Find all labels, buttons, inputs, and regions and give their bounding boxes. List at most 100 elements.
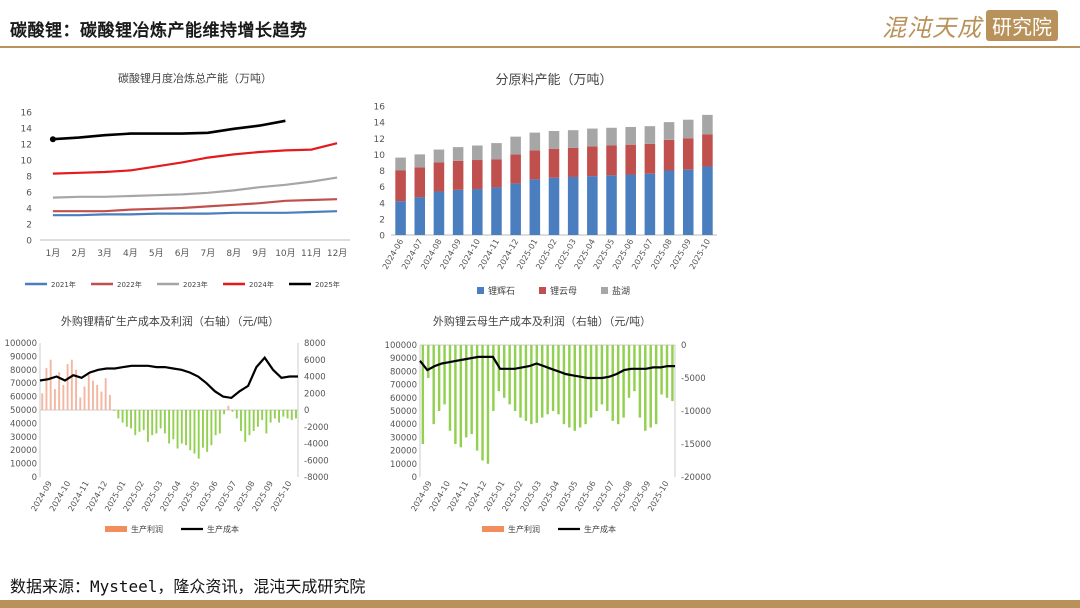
spodumene-cost-profit-chart: 外购锂精矿生产成本及利润（右轴）（元/吨）0100002000030000400… [5,314,329,534]
x-tick-label: 11月 [301,248,321,259]
profit-bar [578,345,582,428]
profit-bar [180,410,183,444]
profit-bar [163,410,166,434]
logo-box: 研究院 [986,9,1058,41]
bar [663,139,675,171]
chart-title: 碳酸锂月度冶炼总产能（万吨） [118,71,272,85]
left-y-tick-label: 50000 [390,407,417,417]
bar [414,154,426,168]
profit-bar [486,345,490,464]
profit-bar [138,410,141,432]
left-y-tick-label: 0 [412,473,417,483]
x-tick-label: 4月 [123,248,138,259]
footer-band [0,600,1080,608]
profit-bar [159,410,162,429]
data-source-note: 数据来源：Mysteel，隆众资讯，混沌天成研究院 [10,577,366,596]
profit-bar [286,410,289,419]
profit-bar [151,410,154,436]
x-tick-label: 5月 [149,248,164,259]
legend-label: 2021年 [51,280,76,289]
profit-bar [443,345,446,405]
profit-bar [223,410,226,415]
x-tick-label: 8月 [226,248,241,259]
right-y-tick-label: -15000 [681,440,711,450]
legend-label: 生产成本 [584,524,616,534]
profit-bar [168,410,171,444]
profit-bar [513,345,517,411]
profit-bar [176,410,179,449]
y-tick-label: 4 [26,205,32,215]
profit-bar [465,345,468,438]
profit-bar [45,368,48,410]
left-y-tick-label: 60000 [390,394,417,404]
x-tick-label: 3月 [97,248,112,259]
profit-bar [113,410,116,411]
left-y-tick-label: 30000 [390,433,417,443]
profit-bar [227,405,230,410]
profit-bar [256,410,259,427]
profit-bar [660,345,663,395]
x-tick-label: 10月 [275,248,295,259]
cost-line [419,355,675,380]
profit-bar [427,345,430,378]
y-tick-label: 14 [21,125,33,135]
logo-text: 混沌天成 [882,13,982,42]
profit-bar [459,345,463,448]
profit-bar [79,397,82,410]
right-y-tick-label: -6000 [304,456,329,466]
profit-bar [193,410,196,454]
profit-bar [75,369,78,410]
bar [395,170,406,202]
profit-bar [584,345,587,425]
profit-bar [41,393,44,410]
profit-bar [252,410,255,431]
right-y-tick-label: 6000 [304,356,326,366]
series-line [52,142,338,175]
bar [529,132,541,151]
legend-label: 生产成本 [207,524,239,534]
left-y-tick-label: 90000 [390,354,417,364]
profit-bar [492,345,495,411]
left-y-tick-label: 80000 [390,367,417,377]
right-y-tick-label: -20000 [681,473,711,483]
profit-bar [278,410,281,423]
right-y-tick-label: -2000 [304,423,329,433]
profit-bar [53,389,56,410]
profit-bar [540,345,544,418]
bar [682,119,694,139]
bar [663,122,675,140]
left-y-tick-label: 20000 [390,447,417,457]
bar [452,160,464,190]
legend-swatch [477,287,484,294]
bar [452,147,464,161]
profit-bar [96,384,99,410]
profit-bar [437,345,441,411]
profit-bar [125,410,128,427]
profit-bar [546,345,549,415]
profit-bar [121,410,124,423]
bar [587,176,598,235]
left-y-tick-label: 80000 [10,366,37,376]
cost-line [39,355,298,400]
profit-bar [147,410,149,442]
profit-bar [104,378,107,410]
bar [606,145,617,176]
profit-bar [432,345,435,425]
x-tick-label: 1月 [46,248,61,259]
profit-bar [235,410,238,419]
y-tick-label: 8 [26,173,32,183]
profit-bar [470,345,473,435]
profit-bar [627,345,631,398]
legend-label: 2025年 [315,280,340,289]
right-y-tick-label: 4000 [304,373,326,383]
left-y-tick-label: 100000 [5,339,37,349]
profit-bar [519,345,522,418]
y-tick-label: 10 [21,157,33,167]
legend-label: 锂辉石 [488,285,515,297]
profit-bar [92,380,94,410]
chart-title: 外购锂精矿生产成本及利润（右轴）（元/吨） [61,314,279,328]
bar [452,189,464,235]
y-tick-label: 12 [21,141,32,151]
profit-bar [58,372,61,410]
raw-material-capacity-chart: 分原料产能（万吨）02468101214162024-062024-072024… [374,73,717,297]
